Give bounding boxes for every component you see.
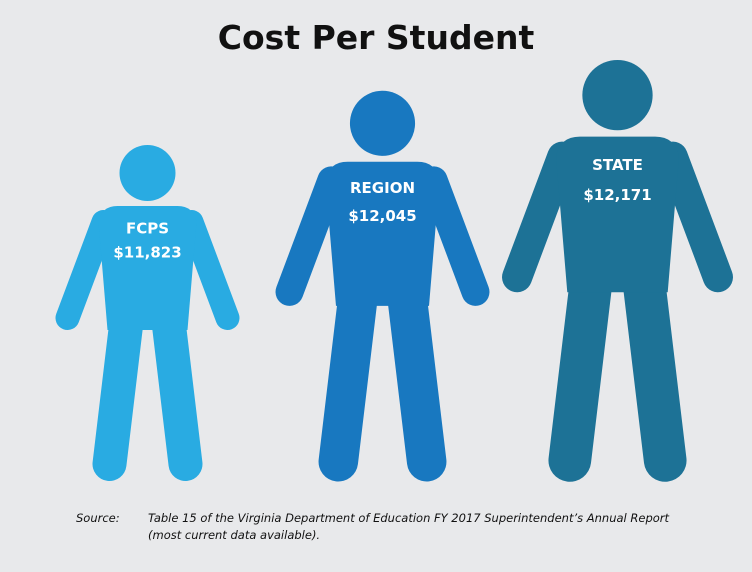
source-note: Source: Table 15 of the Virginia Departm… xyxy=(76,510,688,544)
value-label: $11,823 xyxy=(113,244,181,262)
value-label: $12,171 xyxy=(583,186,651,204)
figure-head xyxy=(119,145,176,201)
figure-arm xyxy=(502,141,578,293)
chart-title: Cost Per Student xyxy=(217,18,535,57)
category-label: REGION xyxy=(350,179,415,197)
figure-torso xyxy=(325,161,440,306)
source-label: Source: xyxy=(76,511,120,525)
person-figure xyxy=(275,90,490,482)
source-text: Table 15 of the Virginia Department of E… xyxy=(148,511,670,542)
person-figure xyxy=(502,60,733,482)
figure-arm xyxy=(419,166,490,306)
figure-arm xyxy=(55,210,116,330)
figure-arm xyxy=(275,166,346,306)
figure-leg xyxy=(385,266,447,482)
figure-torso xyxy=(555,136,680,293)
figure-torso xyxy=(98,206,197,330)
figure-leg xyxy=(150,296,203,481)
category-label: FCPS xyxy=(126,220,169,238)
figure-arm xyxy=(179,210,240,330)
category-label: STATE xyxy=(592,156,643,174)
figure-leg xyxy=(92,296,145,481)
person-figure xyxy=(55,145,240,481)
figure-head xyxy=(582,60,653,131)
figure-leg xyxy=(621,249,687,482)
value-label: $12,045 xyxy=(348,207,416,225)
figure-leg xyxy=(318,266,380,482)
figure-arm xyxy=(657,141,733,293)
figure-leg xyxy=(548,249,614,482)
figure-head xyxy=(349,90,416,156)
